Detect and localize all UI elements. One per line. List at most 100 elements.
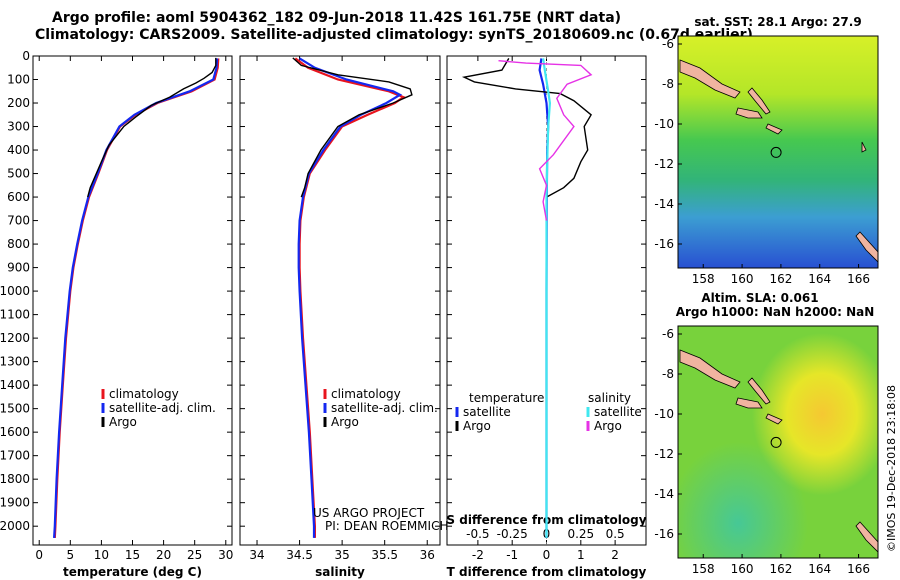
sst-map-xtick-label: 162 xyxy=(769,272,792,286)
sst-frame xyxy=(677,35,879,269)
difference-s-tick-label: 0.5 xyxy=(606,527,625,541)
depth-tick-label: 400 xyxy=(7,143,30,157)
sst-map-ytick-label: -16 xyxy=(654,237,674,251)
sla-frame xyxy=(677,325,879,559)
difference-xtick-label: 2 xyxy=(611,548,619,562)
difference-s-tick-label: -0.25 xyxy=(497,527,528,541)
temperature-xtick-label: 25 xyxy=(187,548,202,562)
difference-series-line xyxy=(461,58,593,198)
sst-map-ytick-label: -14 xyxy=(654,197,674,211)
depth-tick-label: 1300 xyxy=(0,355,30,369)
salinity-frame xyxy=(239,55,441,546)
difference-xlabel: T difference from climatology xyxy=(447,565,647,579)
depth-tick-label: 1900 xyxy=(0,496,30,510)
depth-tick-label: 1100 xyxy=(0,308,30,322)
difference-xtick-label: 1 xyxy=(577,548,585,562)
sla-map-xtick-label: 160 xyxy=(731,562,754,576)
sst-map-ytick-label: -6 xyxy=(662,37,674,51)
salinity-legend-label: climatology xyxy=(331,387,401,401)
temperature-xtick-label: 0 xyxy=(35,548,43,562)
sla-map-ytick-label: -6 xyxy=(662,327,674,341)
depth-tick-label: 100 xyxy=(7,73,30,87)
sla-land-malaita xyxy=(747,377,771,405)
sst-map xyxy=(677,35,879,269)
difference-s-tick-label: -0.5 xyxy=(466,527,489,541)
sst-land-solomon xyxy=(679,59,741,99)
sst-map-axes: 158 160 162 164 166 -6 -8 -10 -12 -14 -16 xyxy=(654,37,870,286)
difference-legend-label: Argo xyxy=(463,419,491,433)
sla-map-xtick-label: 162 xyxy=(769,562,792,576)
sla-map-ytick-label: -16 xyxy=(654,527,674,541)
difference-legend-label: satellite xyxy=(463,405,511,419)
sla-land-guadalcanal xyxy=(735,397,763,409)
sla-profile-marker xyxy=(770,436,782,448)
salinity-series-line xyxy=(292,57,413,198)
sla-map-ytick-label: -10 xyxy=(654,407,674,421)
sst-land-malaita xyxy=(747,87,771,115)
depth-tick-label: 800 xyxy=(7,237,30,251)
sla-land-newcaledonia xyxy=(855,521,878,553)
salinity-xlabel: salinity xyxy=(315,565,365,579)
sla-map-title-1: Altim. SLA: 0.061 xyxy=(701,291,818,305)
sst-map-xtick-label: 166 xyxy=(847,272,870,286)
sst-land-newcaledonia xyxy=(855,231,878,263)
depth-tick-label: 500 xyxy=(7,167,30,181)
depth-tick-label: 600 xyxy=(7,190,30,204)
sst-map-xtick-label: 164 xyxy=(808,272,831,286)
temperature-axes: 0 5 10 15 20 25 300100200300400500600700800900… xyxy=(0,49,233,579)
depth-tick-label: 1400 xyxy=(0,378,30,392)
credit-project: US ARGO PROJECT xyxy=(313,506,425,520)
depth-tick-label: 2000 xyxy=(0,519,30,533)
sst-map-xtick-label: 160 xyxy=(731,272,754,286)
sst-field xyxy=(678,36,878,268)
salinity-xtick-label: 36 xyxy=(420,548,435,562)
depth-tick-label: 1200 xyxy=(0,331,30,345)
depth-tick-label: 1500 xyxy=(0,402,30,416)
depth-tick-label: 1700 xyxy=(0,449,30,463)
sst-map-ytick-label: -10 xyxy=(654,117,674,131)
depth-tick-label: 700 xyxy=(7,214,30,228)
difference-legend-label: satellite xyxy=(594,405,642,419)
sst-profile-marker xyxy=(770,146,782,158)
temperature-xtick-label: 10 xyxy=(94,548,109,562)
temperature-legend-label: climatology xyxy=(109,387,179,401)
temperature-series-line xyxy=(87,57,217,198)
temperature-frame xyxy=(32,55,233,546)
sst-map-ytick-label: -12 xyxy=(654,157,674,171)
difference-legend-right-title: salinity xyxy=(588,391,631,405)
sla-land-solomon xyxy=(679,349,741,389)
difference-series-line xyxy=(542,58,552,538)
sla-map-axes: 158 160 162 164 166 -6 -8 -10 -12 -14 -16 xyxy=(654,327,870,576)
sla-map-ytick-label: -8 xyxy=(662,367,674,381)
depth-tick-label: 1800 xyxy=(0,472,30,486)
sla-land-makira xyxy=(765,413,783,425)
difference-legend-left-title: temperature xyxy=(469,391,544,405)
title-line-2: Climatology: CARS2009. Satellite-adjuste… xyxy=(35,27,753,43)
difference-xtick-label: 0 xyxy=(543,548,551,562)
difference-xtick-label: -1 xyxy=(506,548,518,562)
sla-map-ytick-label: -12 xyxy=(654,447,674,461)
sst-map-ytick-label: -8 xyxy=(662,77,674,91)
depth-tick-label: 0 xyxy=(22,49,30,63)
sla-map-xtick-label: 166 xyxy=(847,562,870,576)
sst-land-islet xyxy=(861,141,867,153)
depth-tick-label: 1600 xyxy=(0,425,30,439)
depth-tick-label: 1000 xyxy=(0,284,30,298)
depth-tick-label: 200 xyxy=(7,96,30,110)
salinity-xtick-label: 34.5 xyxy=(286,548,313,562)
sla-map-xtick-label: 164 xyxy=(808,562,831,576)
temperature-series-line xyxy=(53,58,219,538)
sla-map-ytick-label: -14 xyxy=(654,487,674,501)
sla-map-xtick-label: 158 xyxy=(692,562,715,576)
temperature-xtick-label: 20 xyxy=(156,548,171,562)
salinity-xtick-label: 35.5 xyxy=(371,548,398,562)
temperature-series-line xyxy=(53,58,220,538)
salinity-xtick-label: 35 xyxy=(334,548,349,562)
salinity-series-line xyxy=(297,57,403,538)
temperature-xlabel: temperature (deg C) xyxy=(63,565,202,579)
temperature-legend-label: Argo xyxy=(109,415,137,429)
difference-legend-label: Argo xyxy=(594,419,622,433)
salinity-xtick-label: 34 xyxy=(249,548,264,562)
